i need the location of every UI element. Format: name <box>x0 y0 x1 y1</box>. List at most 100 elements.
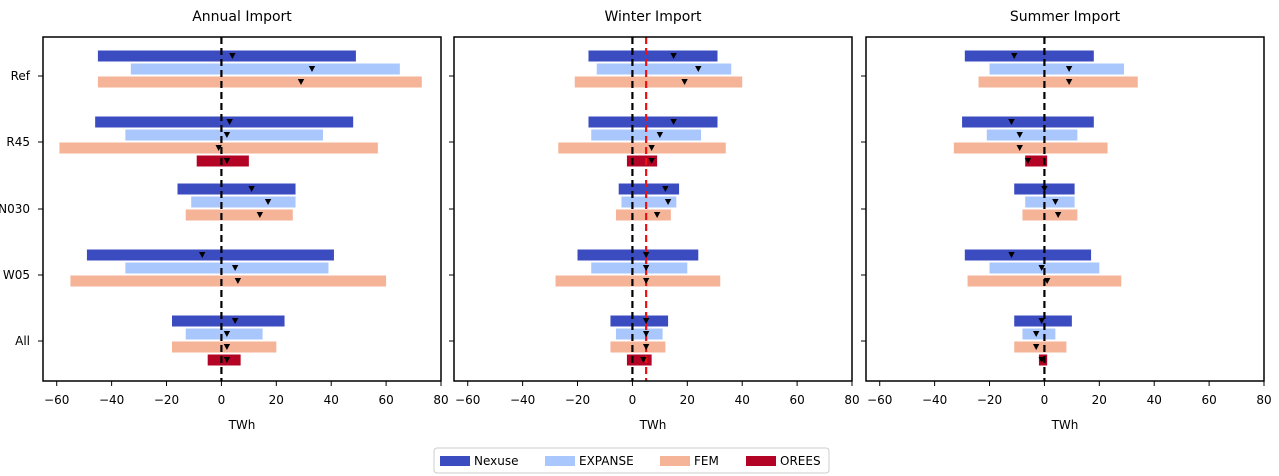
range-bar-w05-nexuse <box>964 249 1092 261</box>
median-marker-ref-nexuse <box>670 53 677 59</box>
x-tick-label: −20 <box>977 393 1002 407</box>
range-bar-r45-nexuse <box>588 116 718 128</box>
range-bar-ref-fem <box>978 76 1138 88</box>
range-bar-ref-fem <box>97 76 422 88</box>
median-marker-all-expanse <box>223 331 231 337</box>
median-marker-all-orees <box>640 357 647 363</box>
range-bar-r45-expanse <box>986 129 1078 141</box>
x-tick-label: 40 <box>735 393 750 407</box>
median-marker-all-nexuse <box>231 318 239 324</box>
range-bar-all-expanse <box>1022 328 1056 340</box>
range-bar-w05-expanse <box>125 262 329 274</box>
x-tick-label: −40 <box>922 393 947 407</box>
range-bar-w05-nexuse <box>86 249 334 261</box>
median-marker-n030-expanse <box>664 199 672 205</box>
range-bar-ref-nexuse <box>964 50 1094 62</box>
axes-frame <box>865 36 1265 382</box>
median-marker-r45-expanse <box>223 132 231 138</box>
range-bar-r45-orees <box>626 155 658 167</box>
panels: Annual Import −60 −40 −20 0 20 40 60 80 TWh Ref R45… <box>0 9 1272 432</box>
x-axis-label: TWh <box>1051 418 1079 432</box>
panel-summer-import: Summer Import −60 −40 −20 0 20 40 60 80 TWh <box>861 9 1272 432</box>
range-bar-n030-nexuse <box>177 183 296 195</box>
x-axis-label: TWh <box>639 418 667 432</box>
range-bar-ref-nexuse <box>97 50 356 62</box>
median-marker-r45-fem <box>215 145 222 151</box>
median-marker-r45-nexuse <box>1008 119 1015 125</box>
median-marker-w05-fem <box>1043 278 1051 284</box>
x-tick-label: −60 <box>867 393 892 407</box>
median-marker-w05-fem <box>234 278 242 284</box>
median-marker-all-orees <box>1038 357 1045 363</box>
median-marker-n030-expanse <box>1052 199 1059 205</box>
legend-label-fem: FEM <box>694 454 719 468</box>
x-tick-label: −60 <box>44 393 69 407</box>
median-marker-all-nexuse <box>642 318 650 324</box>
x-tick-label: −20 <box>565 393 590 407</box>
x-tick-label: 20 <box>269 393 284 407</box>
range-bar-n030-expanse <box>191 196 296 208</box>
median-marker-w05-nexuse <box>1008 252 1015 258</box>
median-marker-n030-expanse <box>264 199 272 205</box>
range-bar-ref-expanse <box>130 63 400 75</box>
median-marker-all-nexuse <box>1038 318 1045 324</box>
x-tick-label: −60 <box>455 393 480 407</box>
legend-swatch-fem <box>660 456 690 466</box>
median-marker-ref-expanse <box>1065 66 1073 72</box>
median-marker-ref-fem <box>1065 79 1073 85</box>
median-marker-ref-expanse <box>308 66 316 72</box>
x-tick-label: 20 <box>680 393 695 407</box>
range-bar-ref-expanse <box>596 63 732 75</box>
median-marker-ref-fem <box>297 79 305 85</box>
range-bar-r45-expanse <box>125 129 323 141</box>
range-bar-all-expanse <box>615 328 663 340</box>
range-bar-all-orees <box>207 354 241 366</box>
range-bar-r45-nexuse <box>95 116 354 128</box>
median-marker-r45-orees <box>223 158 231 164</box>
median-marker-r45-fem <box>1016 145 1023 151</box>
y-tick-label-all: All <box>15 334 30 348</box>
median-marker-ref-fem <box>681 79 688 85</box>
range-bar-r45-orees <box>196 155 249 167</box>
median-marker-all-expanse <box>642 331 650 337</box>
x-tick-label: 40 <box>324 393 339 407</box>
x-tick-label: 0 <box>1041 393 1049 407</box>
median-marker-n030-fem <box>256 212 264 218</box>
legend-label-nexuse: Nexuse <box>474 454 519 468</box>
x-tick-label: −40 <box>99 393 124 407</box>
range-bar-w05-fem <box>555 275 721 287</box>
x-axis-label: TWh <box>228 418 256 432</box>
legend-label-orees: OREES <box>780 454 821 468</box>
x-tick-label: 40 <box>1147 393 1162 407</box>
y-tick-label-w05: W05 <box>3 268 30 282</box>
panel-winter-import: Winter Import −60 −40 −20 0 20 40 60 80 TWh <box>449 9 860 432</box>
x-tick-label: 0 <box>629 393 637 407</box>
legend-frame <box>433 447 830 474</box>
panel-title: Winter Import <box>604 9 702 25</box>
range-bar-w05-expanse <box>591 262 688 274</box>
x-tick-label: 80 <box>433 393 448 407</box>
median-marker-n030-nexuse <box>1041 186 1048 192</box>
median-marker-r45-fem <box>648 145 655 151</box>
range-bar-w05-nexuse <box>577 249 699 261</box>
median-marker-r45-expanse <box>656 132 664 138</box>
median-marker-n030-fem <box>1054 212 1062 218</box>
range-bar-all-expanse <box>185 328 263 340</box>
median-marker-ref-expanse <box>695 66 702 72</box>
legend-swatch-orees <box>746 456 776 466</box>
range-bar-n030-fem <box>185 209 293 221</box>
median-marker-n030-nexuse <box>662 186 669 192</box>
median-marker-r45-nexuse <box>670 119 677 125</box>
median-marker-w05-expanse <box>642 265 650 271</box>
x-tick-label: −20 <box>154 393 179 407</box>
x-tick-label: 80 <box>1256 393 1271 407</box>
range-bar-ref-fem <box>574 76 743 88</box>
median-marker-n030-fem <box>653 212 661 218</box>
x-tick-label: 60 <box>378 393 393 407</box>
range-bar-n030-nexuse <box>618 183 680 195</box>
median-marker-r45-nexuse <box>226 119 233 125</box>
median-marker-r45-expanse <box>1016 132 1023 138</box>
range-bar-w05-fem <box>70 275 387 287</box>
range-bar-r45-orees <box>1025 155 1048 167</box>
